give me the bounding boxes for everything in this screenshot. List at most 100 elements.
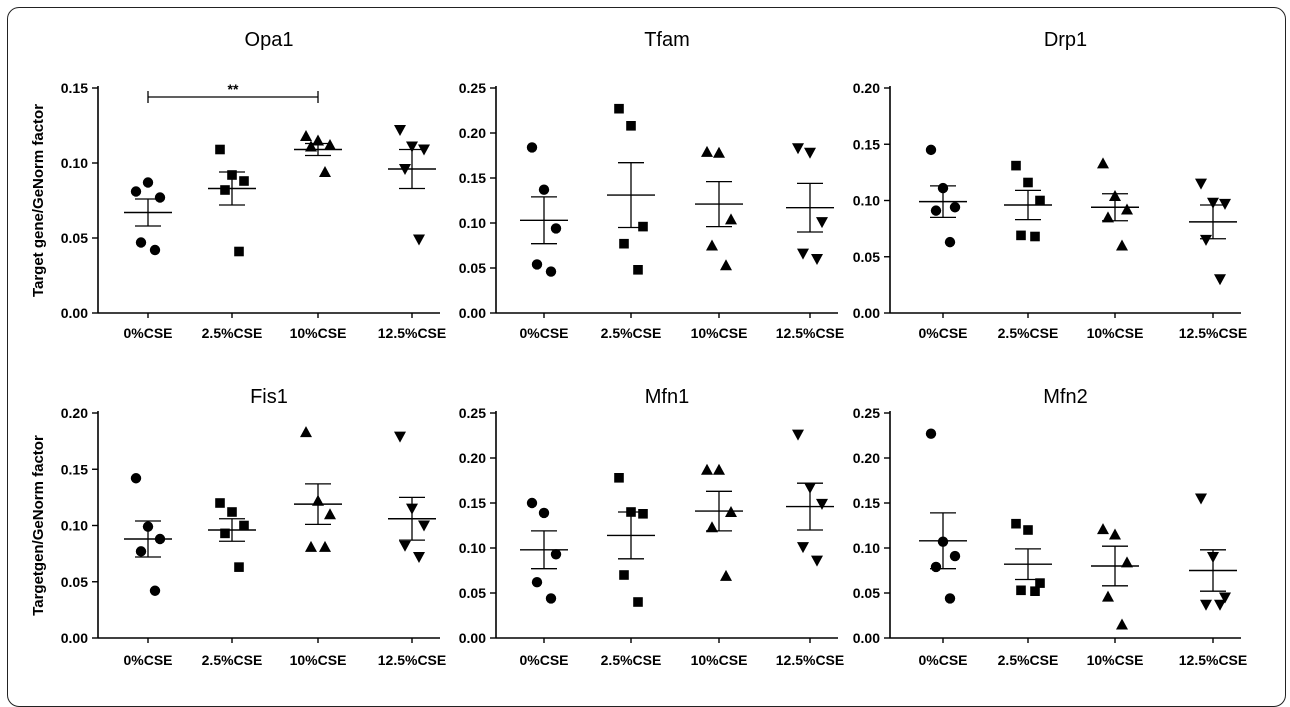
data-point-square bbox=[1023, 525, 1033, 535]
y-tick-label: 0.00 bbox=[61, 630, 88, 646]
y-tick-label: 0.00 bbox=[61, 305, 88, 321]
data-point-circle bbox=[149, 585, 161, 596]
y-tick-label: 0.00 bbox=[853, 305, 880, 321]
data-point-triangle-up bbox=[713, 146, 725, 158]
data-point-square bbox=[1016, 585, 1026, 596]
panel-fis1: Fis1 0.00 0.05 0.10 0.15 0.20 0%CSE 2.5%CSE 10%C… bbox=[30, 386, 446, 668]
data-point-square bbox=[215, 144, 225, 155]
data-point-circle bbox=[154, 192, 166, 203]
y-tick-label: 0.10 bbox=[61, 155, 88, 171]
data-point-square bbox=[638, 509, 648, 519]
data-point-triangle-up bbox=[720, 569, 732, 581]
data-point-square bbox=[633, 265, 643, 275]
data-point-square bbox=[1016, 230, 1026, 241]
data-point-triangle-down bbox=[792, 143, 804, 155]
data-point-triangle-up bbox=[300, 426, 312, 438]
data-point-triangle-up bbox=[1102, 211, 1114, 223]
data-point-circle bbox=[944, 236, 956, 248]
data-point-triangle-down bbox=[1195, 493, 1207, 505]
data-point-triangle-down bbox=[797, 248, 809, 260]
data-point-square bbox=[220, 185, 230, 195]
data-point-circle bbox=[925, 428, 937, 439]
data-point-circle bbox=[130, 186, 142, 197]
data-point-triangle-down bbox=[399, 540, 411, 552]
data-point-square bbox=[1035, 195, 1045, 206]
data-point-square bbox=[638, 221, 648, 232]
x-tick-label: 10%CSE bbox=[691, 325, 748, 341]
data-point-triangle-up bbox=[1116, 618, 1128, 630]
y-tick-label: 0.00 bbox=[853, 630, 880, 646]
data-point-square bbox=[239, 520, 249, 531]
data-point-triangle-down bbox=[1214, 274, 1226, 286]
data-point-square bbox=[633, 597, 643, 607]
x-tick-label: 2.5%CSE bbox=[998, 325, 1059, 341]
x-tick-label: 0%CSE bbox=[918, 325, 967, 341]
y-tick-label: 0.25 bbox=[459, 405, 486, 421]
data-point-square bbox=[220, 528, 230, 539]
data-point-triangle-up bbox=[706, 239, 718, 251]
data-point-triangle-down bbox=[1214, 599, 1226, 611]
data-point-triangle-up bbox=[713, 463, 725, 475]
significance-label: ** bbox=[228, 81, 239, 97]
y-tick-label: 0.10 bbox=[853, 193, 880, 209]
data-point-triangle-down bbox=[1200, 599, 1212, 611]
data-point-triangle-up bbox=[305, 140, 317, 152]
x-tick-label: 12.5%CSE bbox=[1179, 652, 1247, 668]
x-tick-label: 10%CSE bbox=[290, 325, 347, 341]
data-point-circle bbox=[149, 244, 161, 256]
data-point-square bbox=[626, 121, 636, 131]
x-tick-label: 12.5%CSE bbox=[776, 652, 844, 668]
data-point-square bbox=[1023, 177, 1033, 188]
x-tick-label: 12.5%CSE bbox=[776, 325, 844, 341]
y-tick-label: 0.05 bbox=[459, 585, 486, 601]
x-tick-label: 10%CSE bbox=[1087, 325, 1144, 341]
x-tick-label: 0%CSE bbox=[918, 652, 967, 668]
y-tick-label: 0.20 bbox=[459, 125, 486, 141]
panel-mfn2: Mfn2 0.00 0.05 0.10 0.15 0.20 0.25 0%CSE 2.5%CSE… bbox=[853, 386, 1247, 668]
data-point-triangle-up bbox=[324, 508, 336, 520]
x-tick-label: 0%CSE bbox=[123, 325, 172, 341]
panel-title: Opa1 bbox=[245, 29, 294, 51]
data-point-circle bbox=[538, 184, 550, 195]
data-point-triangle-up bbox=[706, 521, 718, 533]
data-point-triangle-up bbox=[1121, 556, 1133, 568]
y-tick-label: 0.20 bbox=[853, 80, 880, 96]
panel-drp1: Drp1 0.00 0.05 0.10 0.15 0.20 0%CSE 2.5%CSE 10%C… bbox=[853, 29, 1247, 341]
data-point-triangle-up bbox=[305, 540, 317, 552]
data-point-square bbox=[619, 238, 629, 249]
y-tick-label: 0.15 bbox=[459, 495, 486, 511]
data-point-square bbox=[239, 176, 249, 186]
data-point-square bbox=[1030, 586, 1040, 596]
y-tick-label: 0.20 bbox=[459, 450, 486, 466]
data-point-triangle-down bbox=[394, 431, 406, 443]
data-point-triangle-up bbox=[720, 259, 732, 271]
data-point-circle bbox=[930, 205, 942, 216]
data-point-triangle-up bbox=[319, 540, 331, 552]
data-point-square bbox=[1011, 160, 1021, 171]
y-tick-label: 0.25 bbox=[853, 405, 880, 421]
y-tick-label: 0.15 bbox=[459, 170, 486, 186]
x-tick-label: 2.5%CSE bbox=[202, 652, 263, 668]
data-point-square bbox=[234, 562, 244, 572]
data-point-circle bbox=[538, 507, 550, 519]
x-tick-label: 2.5%CSE bbox=[202, 325, 263, 341]
data-point-triangle-down bbox=[811, 555, 823, 567]
y-tick-label: 0.10 bbox=[459, 215, 486, 231]
y-tick-label: 0.05 bbox=[853, 585, 880, 601]
y-tick-label: 0.15 bbox=[853, 136, 880, 152]
panel-title: Mfn2 bbox=[1043, 386, 1087, 408]
y-tick-label: 0.05 bbox=[61, 230, 88, 246]
x-tick-label: 0%CSE bbox=[519, 652, 568, 668]
data-point-square bbox=[614, 473, 624, 483]
x-tick-label: 12.5%CSE bbox=[1179, 325, 1247, 341]
y-tick-label: 0.20 bbox=[61, 405, 88, 421]
figure-canvas: Opa1 0.00 0.05 0.10 0.15 0%CSE 2.5%CSE 10%CSE 12… bbox=[30, 29, 1247, 668]
y-tick-label: 0.00 bbox=[459, 305, 486, 321]
data-point-triangle-down bbox=[1207, 197, 1219, 209]
y-axis-label: Target gene/GeNorm factor bbox=[30, 104, 47, 297]
panel-opa1: Opa1 0.00 0.05 0.10 0.15 0%CSE 2.5%CSE 10%CSE 12… bbox=[30, 29, 446, 341]
data-point-circle bbox=[949, 550, 961, 562]
data-point-triangle-up bbox=[725, 213, 737, 225]
data-point-circle bbox=[531, 259, 543, 270]
data-point-triangle-down bbox=[413, 234, 425, 246]
